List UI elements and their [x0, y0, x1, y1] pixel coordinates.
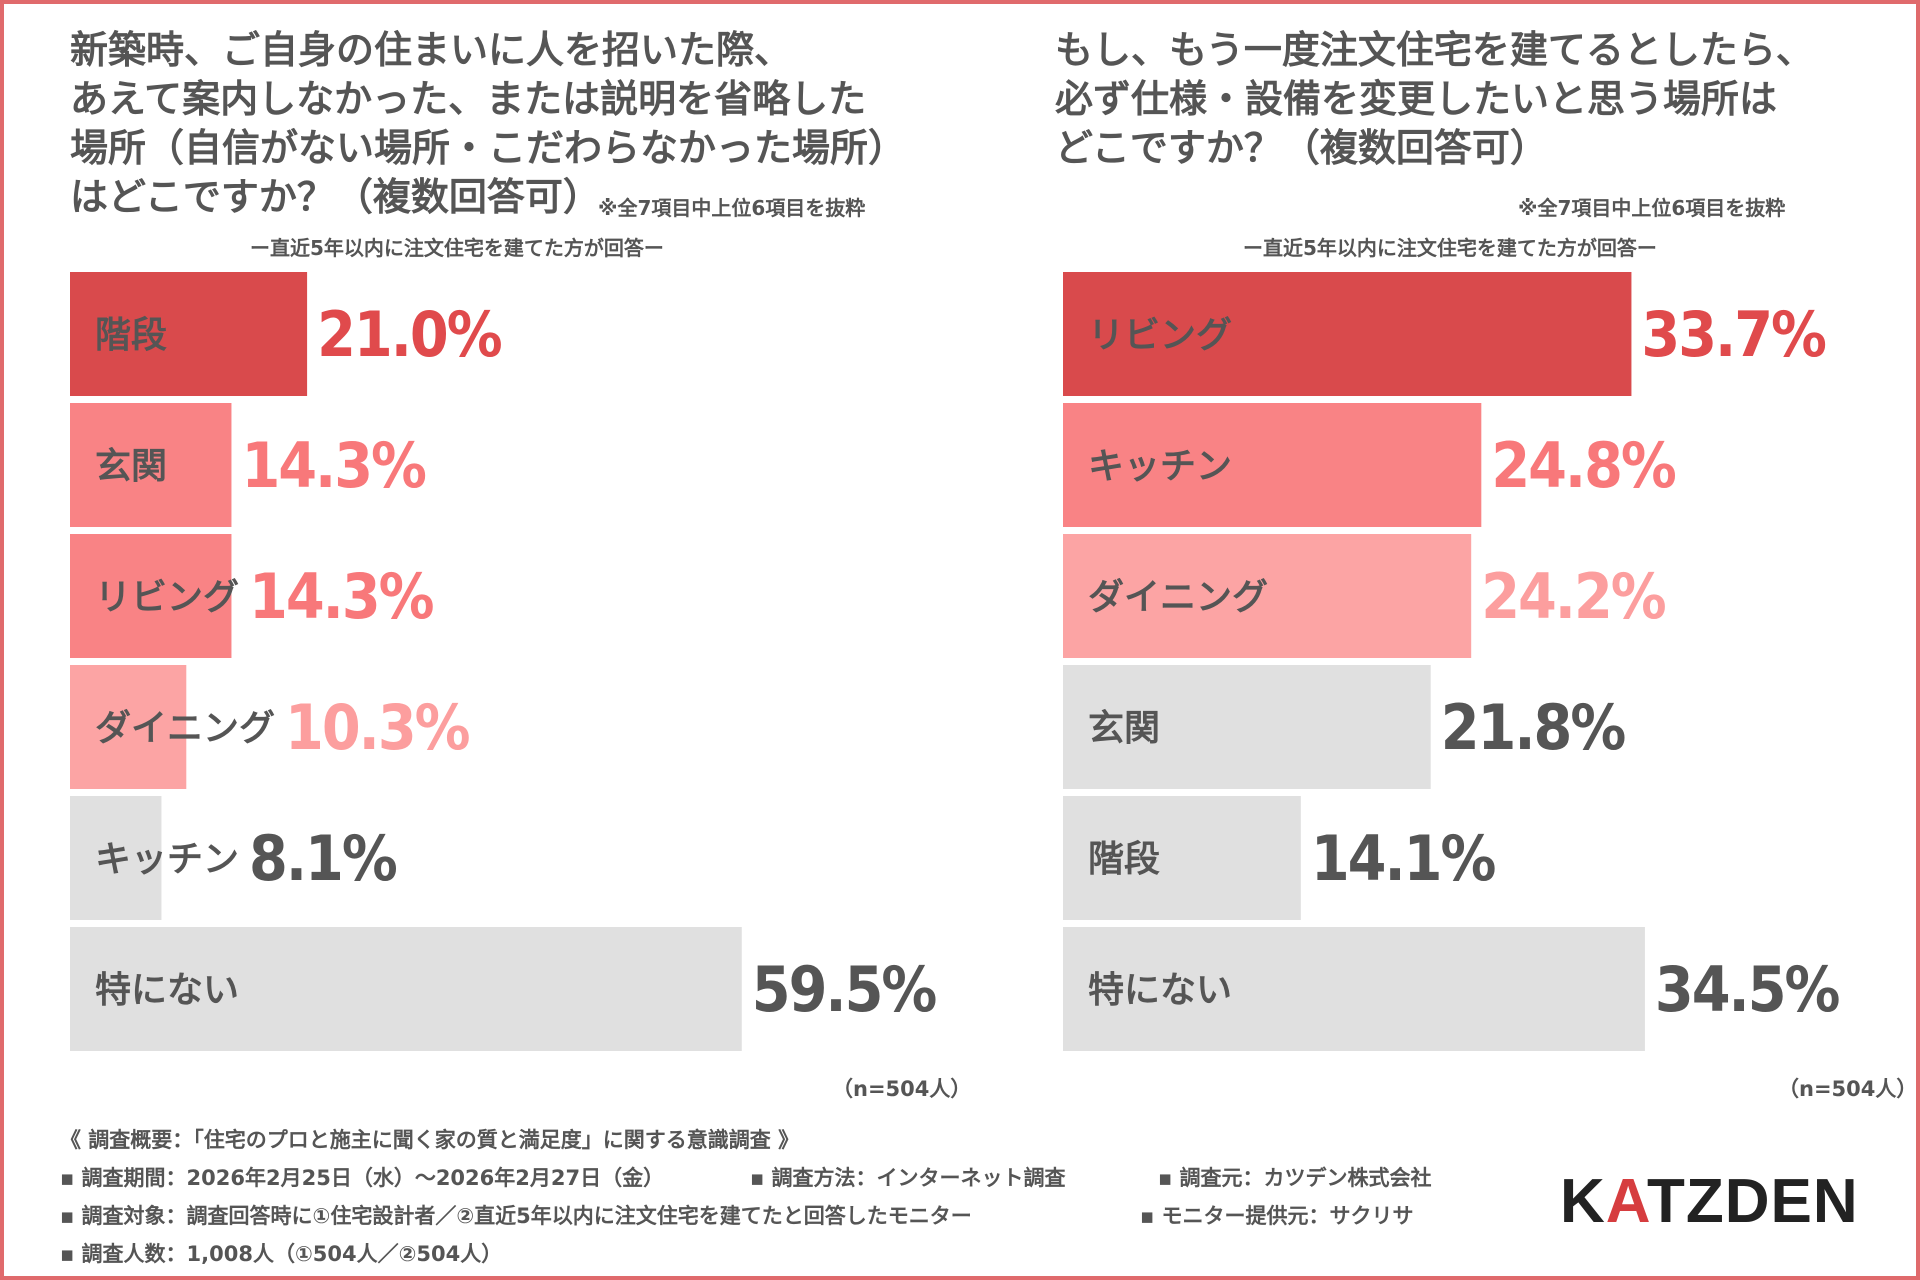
left-bar-chart: 階段 21.0%玄関 14.3%リビング 14.3%ダイニング 10.3%キッチン 8.1… — [70, 272, 938, 1051]
left-title-line: 場所（自信がない場所・こだわらなかった場所） — [70, 126, 907, 170]
right-category-label-2: キッチン — [1088, 446, 1232, 487]
left-title-line: はどこですか？（複数回答可） — [70, 175, 601, 219]
left-category-label-4: ダイニング — [95, 708, 275, 749]
left-category-label-3: リビング — [95, 577, 239, 618]
right-category-label-4: 玄関 — [1088, 708, 1160, 749]
right-value-label-1: 33.7% — [1641, 298, 1826, 371]
left-category-label-5: キッチン — [95, 839, 239, 880]
left-value-label-5: 8.1% — [249, 822, 397, 895]
right-excerpt-note: ※全7項目中上位6項目を抜粋 — [1518, 196, 1786, 220]
logo-text-suffix: TZDEN — [1646, 1167, 1859, 1236]
left-title-line: 新築時、ご自身の住まいに人を招いた際、 — [70, 28, 793, 72]
right-bar-5 — [1063, 796, 1301, 920]
left-category-label-1: 階段 — [95, 315, 167, 356]
right-category-label-1: リビング — [1088, 315, 1232, 356]
right-chart-panel: もし、もう一度注文住宅を建てるとしたら、 必ず仕様・設備を変更したいと思う場所は… — [960, 0, 1920, 1101]
left-value-label-2: 14.3% — [241, 429, 426, 502]
right-value-label-5: 14.1% — [1311, 822, 1496, 895]
right-bar-1 — [1063, 272, 1632, 396]
right-bar-4 — [1063, 665, 1431, 789]
right-sample-size: （n=504人） — [1778, 1077, 1918, 1101]
left-value-label-6: 59.5% — [752, 953, 937, 1026]
right-title-line: どこですか？（複数回答可） — [1055, 126, 1548, 170]
left-bar-5 — [70, 796, 162, 920]
left-value-label-3: 14.3% — [249, 560, 434, 633]
left-title-line: あえて案内しなかった、または説明を省略した — [70, 77, 867, 121]
right-bar-chart: リビング 33.7% キッチン 24.8% ダイニング 24.2% 玄関 21.8% 階段 14.… — [1063, 272, 1842, 1051]
logo-text-accent: A — [1605, 1167, 1647, 1236]
left-chart-title: 新築時、ご自身の住まいに人を招いた際、 あえて案内しなかった、または説明を省略し… — [70, 26, 906, 222]
right-category-label-3: ダイニング — [1088, 577, 1268, 618]
logo-text-prefix: K — [1560, 1167, 1606, 1236]
survey-monitor-provider: ▪ モニター提供元：サクリサ — [1140, 1204, 1414, 1228]
right-respondent-note: ー直近5年以内に注文住宅を建てた方が回答ー — [1243, 236, 1657, 260]
right-title-line: もし、もう一度注文住宅を建てるとしたら、 — [1055, 28, 1814, 72]
right-bar-6 — [1063, 927, 1645, 1051]
left-bar-1 — [70, 272, 308, 396]
left-respondent-note: ー直近5年以内に注文住宅を建てた方が回答ー — [250, 236, 664, 260]
right-bar-3 — [1063, 534, 1472, 658]
right-chart-title: もし、もう一度注文住宅を建てるとしたら、 必ず仕様・設備を変更したいと思う場所は… — [1055, 26, 1814, 173]
right-bar-2 — [1063, 403, 1482, 527]
left-chart-panel: 新築時、ご自身の住まいに人を招いた際、 あえて案内しなかった、または説明を省略し… — [0, 0, 971, 1101]
survey-heading: 《 調査概要：「住宅のプロと施主に聞く家の質と満足度」に関する意識調査 》 — [60, 1128, 800, 1152]
left-excerpt-note: ※全7項目中上位6項目を抜粋 — [598, 196, 866, 220]
right-title-line: 必ず仕様・設備を変更したいと思う場所は — [1055, 77, 1778, 121]
survey-method: ▪ 調査方法：インターネット調査 — [750, 1166, 1066, 1190]
right-category-label-6: 特にない — [1088, 970, 1232, 1011]
left-category-label-2: 玄関 — [95, 446, 167, 487]
right-value-label-4: 21.8% — [1441, 691, 1626, 764]
survey-period: ▪ 調査期間：2026年2月25日（水）〜2026年2月27日（金） — [60, 1166, 665, 1190]
left-value-label-1: 21.0% — [317, 298, 502, 371]
left-bar-4 — [70, 665, 187, 789]
survey-target: ▪ 調査対象：調査回答時に①住宅設計者／②直近5年以内に注文住宅を建てたと回答し… — [60, 1204, 972, 1228]
right-value-label-3: 24.2% — [1481, 560, 1666, 633]
left-bar-6 — [70, 927, 742, 1051]
left-category-label-6: 特にない — [95, 970, 239, 1011]
left-sample-size: （n=504人） — [832, 1077, 972, 1101]
left-bar-3 — [70, 534, 232, 658]
right-value-label-6: 34.5% — [1655, 953, 1840, 1026]
right-category-label-5: 階段 — [1088, 839, 1160, 880]
survey-respondents: ▪ 調査人数：1,008人（①504人／②504人） — [60, 1242, 503, 1266]
survey-source: ▪ 調査元：カツデン株式会社 — [1158, 1166, 1432, 1190]
katzden-logo: KATZDEN — [1560, 1166, 1859, 1237]
left-value-label-4: 10.3% — [285, 691, 470, 764]
left-bar-2 — [70, 403, 232, 527]
right-value-label-2: 24.8% — [1491, 429, 1676, 502]
